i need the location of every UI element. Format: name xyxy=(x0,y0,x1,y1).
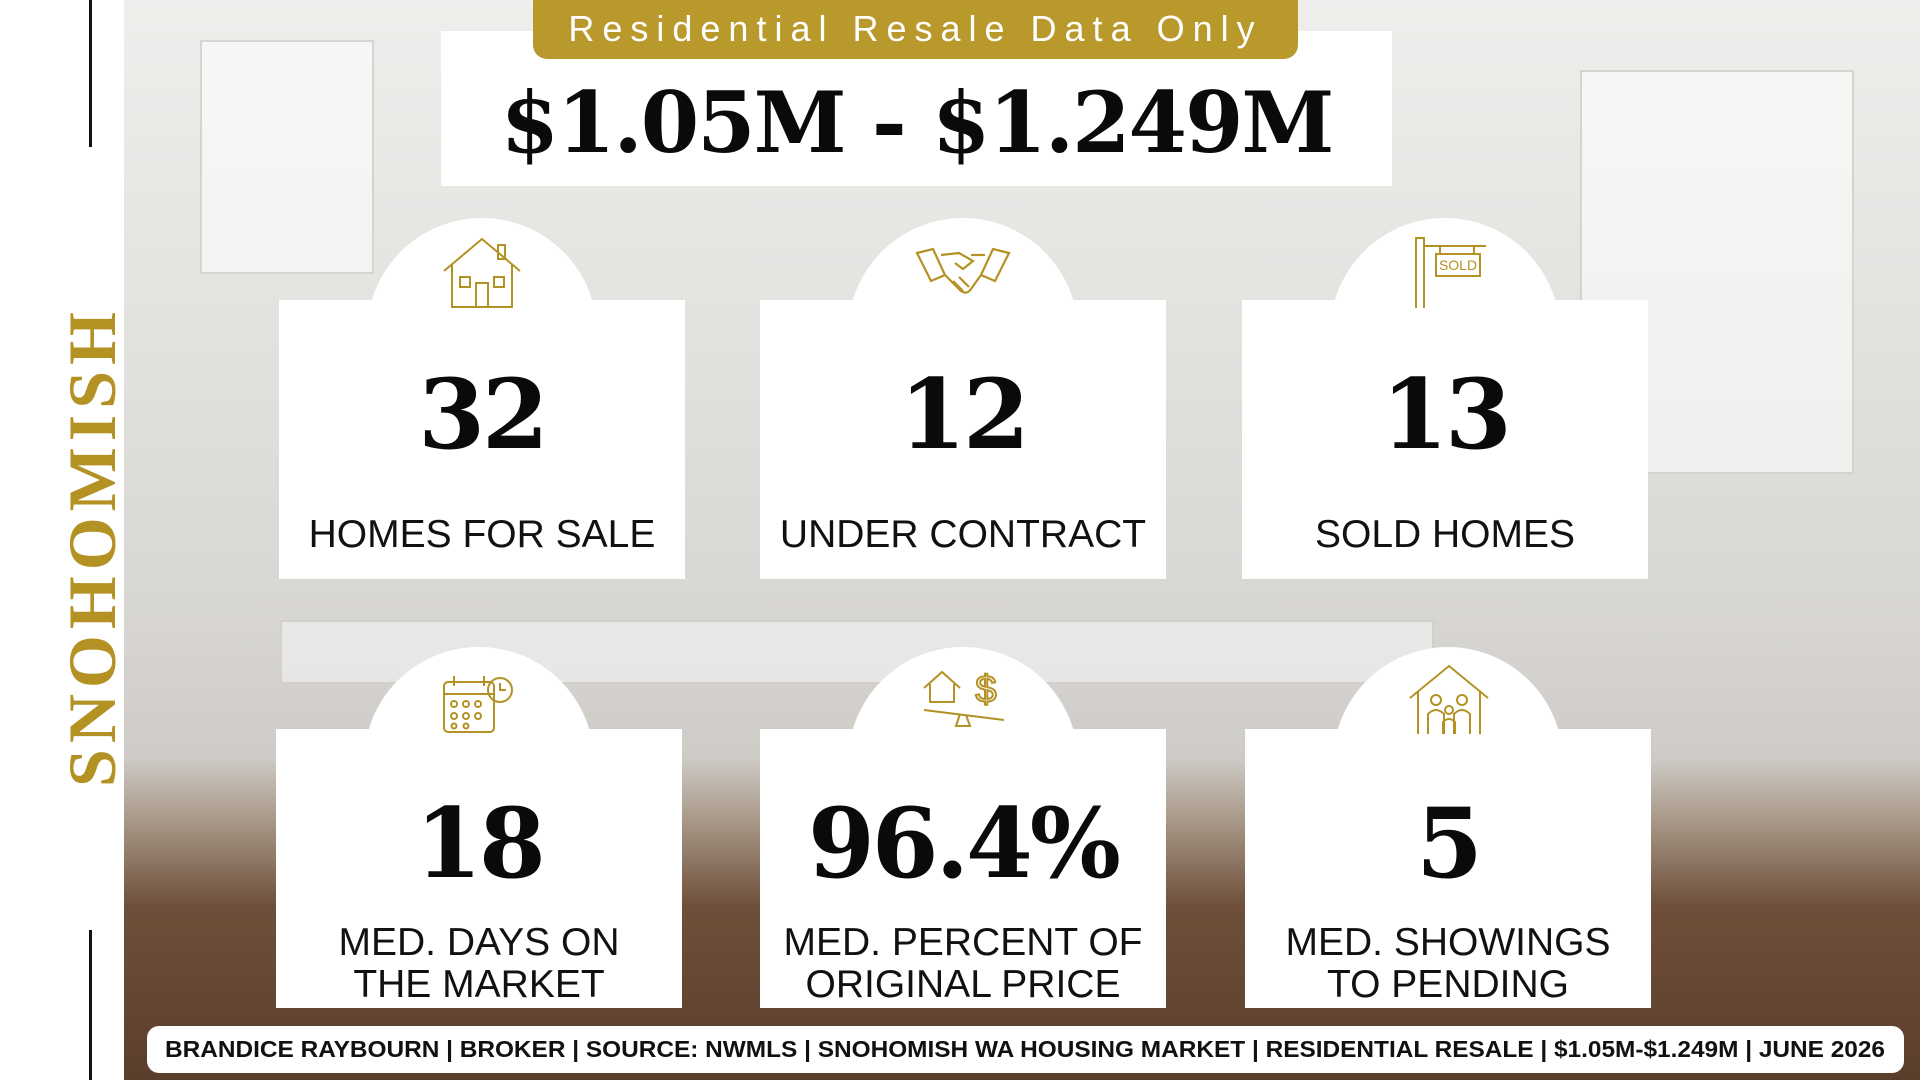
stat-label: HOMES FOR SALE xyxy=(308,513,656,556)
sidebar: SNOHOMISH xyxy=(0,0,130,1080)
stat-card: 18 MED. DAYS ON THE MARKET xyxy=(276,729,682,1008)
stat-label: UNDER CONTRACT xyxy=(779,513,1147,556)
calendar-icon xyxy=(443,676,513,733)
svg-text:$: $ xyxy=(975,669,996,711)
stat-label: MED. PERCENT OF ORIGINAL PRICE xyxy=(783,921,1143,1006)
stat-label: MED. DAYS ON THE MARKET xyxy=(338,921,620,1006)
footer: BRANDICE RAYBOURN | BROKER | SOURCE: NWM… xyxy=(147,1026,1904,1073)
divider xyxy=(89,930,92,1080)
svg-text:SOLD: SOLD xyxy=(1439,257,1477,273)
stat-label: MED. SHOWINGS TO PENDING xyxy=(1285,921,1611,1006)
handshake-icon xyxy=(915,247,1011,294)
stat-card: 12 UNDER CONTRACT xyxy=(760,300,1166,579)
sold-sign-icon: SOLD xyxy=(1415,237,1486,308)
stat-card: 32 HOMES FOR SALE xyxy=(279,300,685,579)
sidebar-title: SNOHOMISH xyxy=(54,306,130,788)
cabinet xyxy=(200,40,374,274)
stat-card: 13 SOLD HOMES xyxy=(1242,300,1648,579)
stat-value: 32 xyxy=(418,358,549,471)
stat-value: 13 xyxy=(1381,358,1512,471)
badge: Residential Resale Data Only xyxy=(533,0,1298,59)
family-icon xyxy=(1409,664,1489,734)
divider xyxy=(89,0,92,147)
stat-value: 18 xyxy=(415,787,546,900)
footer-box xyxy=(147,1026,1904,1073)
stat-value: 96.4% xyxy=(807,787,1121,900)
title: $1.05M - $1.249M xyxy=(500,73,1335,172)
house-icon xyxy=(443,237,521,308)
stat-card: 96.4% MED. PERCENT OF ORIGINAL PRICE xyxy=(760,729,1166,1008)
price-scale-icon: $ xyxy=(923,668,1005,727)
stat-card: 5 MED. SHOWINGS TO PENDING xyxy=(1245,729,1651,1008)
footer-text: BRANDICE RAYBOURN | BROKER | SOURCE: NWM… xyxy=(165,1036,1885,1062)
stat-value: 5 xyxy=(1416,787,1483,900)
stat-value: 12 xyxy=(899,358,1030,471)
stat-label: SOLD HOMES xyxy=(1314,513,1576,556)
